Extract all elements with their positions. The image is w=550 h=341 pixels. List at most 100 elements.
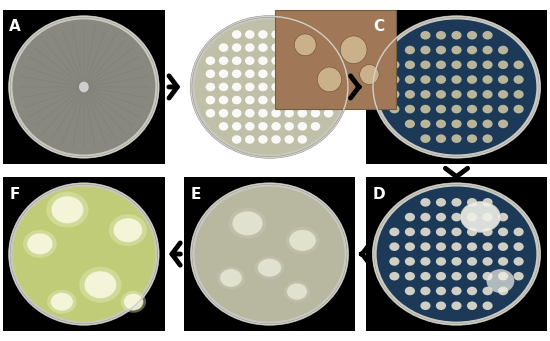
Ellipse shape — [420, 90, 431, 99]
Ellipse shape — [420, 105, 431, 114]
Ellipse shape — [482, 46, 493, 54]
Ellipse shape — [405, 242, 415, 251]
Ellipse shape — [219, 122, 228, 131]
Bar — [275, 10, 396, 109]
Ellipse shape — [206, 56, 215, 65]
Ellipse shape — [245, 56, 255, 65]
Ellipse shape — [284, 122, 294, 131]
Ellipse shape — [113, 218, 142, 242]
Ellipse shape — [420, 287, 431, 295]
Ellipse shape — [311, 56, 320, 65]
Ellipse shape — [51, 293, 73, 311]
Ellipse shape — [9, 183, 158, 325]
Ellipse shape — [317, 67, 342, 92]
Ellipse shape — [298, 96, 307, 104]
Ellipse shape — [271, 30, 281, 39]
Ellipse shape — [514, 60, 524, 69]
Ellipse shape — [258, 135, 268, 144]
Ellipse shape — [298, 43, 307, 52]
Ellipse shape — [420, 257, 431, 266]
Ellipse shape — [405, 120, 415, 128]
Ellipse shape — [467, 213, 477, 221]
Text: B: B — [191, 19, 203, 34]
Ellipse shape — [84, 271, 117, 299]
Ellipse shape — [271, 135, 281, 144]
Ellipse shape — [324, 70, 333, 78]
Ellipse shape — [206, 70, 215, 78]
Ellipse shape — [232, 109, 241, 118]
Ellipse shape — [482, 287, 493, 295]
Ellipse shape — [324, 83, 333, 91]
Ellipse shape — [420, 301, 431, 310]
Ellipse shape — [284, 30, 294, 39]
Ellipse shape — [284, 96, 294, 104]
Ellipse shape — [514, 272, 524, 281]
Ellipse shape — [482, 120, 493, 128]
Ellipse shape — [298, 122, 307, 131]
Ellipse shape — [420, 227, 431, 236]
Ellipse shape — [405, 272, 415, 281]
Ellipse shape — [452, 242, 461, 251]
Ellipse shape — [258, 109, 268, 118]
Bar — [3, 10, 165, 164]
Ellipse shape — [360, 65, 379, 85]
Bar — [3, 177, 165, 331]
Ellipse shape — [514, 257, 524, 266]
Ellipse shape — [498, 213, 508, 221]
Ellipse shape — [23, 230, 57, 258]
Ellipse shape — [258, 96, 268, 104]
Ellipse shape — [452, 31, 461, 40]
Ellipse shape — [405, 287, 415, 295]
Ellipse shape — [324, 109, 333, 118]
Ellipse shape — [298, 109, 307, 118]
Ellipse shape — [498, 75, 508, 84]
Ellipse shape — [482, 242, 493, 251]
Ellipse shape — [482, 60, 493, 69]
Ellipse shape — [436, 227, 446, 236]
Ellipse shape — [51, 196, 84, 224]
Ellipse shape — [452, 60, 461, 69]
Ellipse shape — [377, 19, 536, 154]
Ellipse shape — [482, 227, 493, 236]
Ellipse shape — [219, 56, 228, 65]
Ellipse shape — [467, 105, 477, 114]
Ellipse shape — [482, 134, 493, 143]
Ellipse shape — [467, 287, 477, 295]
Ellipse shape — [298, 56, 307, 65]
Ellipse shape — [245, 135, 255, 144]
Ellipse shape — [436, 272, 446, 281]
Ellipse shape — [436, 301, 446, 310]
Ellipse shape — [467, 257, 477, 266]
Ellipse shape — [482, 90, 493, 99]
Ellipse shape — [436, 242, 446, 251]
Ellipse shape — [373, 16, 540, 158]
Ellipse shape — [436, 105, 446, 114]
Ellipse shape — [467, 75, 477, 84]
Ellipse shape — [284, 281, 310, 302]
Ellipse shape — [452, 105, 461, 114]
Ellipse shape — [289, 230, 316, 251]
Ellipse shape — [271, 96, 281, 104]
Text: C: C — [373, 19, 384, 34]
Ellipse shape — [420, 272, 431, 281]
Ellipse shape — [405, 75, 415, 84]
Ellipse shape — [467, 301, 477, 310]
Ellipse shape — [206, 83, 215, 91]
Ellipse shape — [271, 109, 281, 118]
Ellipse shape — [405, 105, 415, 114]
Ellipse shape — [467, 60, 477, 69]
Ellipse shape — [452, 287, 461, 295]
Ellipse shape — [389, 60, 399, 69]
Ellipse shape — [219, 109, 228, 118]
Ellipse shape — [245, 70, 255, 78]
Bar — [184, 10, 355, 164]
Ellipse shape — [232, 96, 241, 104]
Ellipse shape — [405, 227, 415, 236]
Ellipse shape — [109, 214, 147, 246]
Ellipse shape — [420, 134, 431, 143]
Ellipse shape — [467, 272, 477, 281]
Ellipse shape — [452, 46, 461, 54]
Ellipse shape — [9, 16, 158, 158]
Ellipse shape — [377, 187, 536, 322]
Ellipse shape — [467, 227, 477, 236]
